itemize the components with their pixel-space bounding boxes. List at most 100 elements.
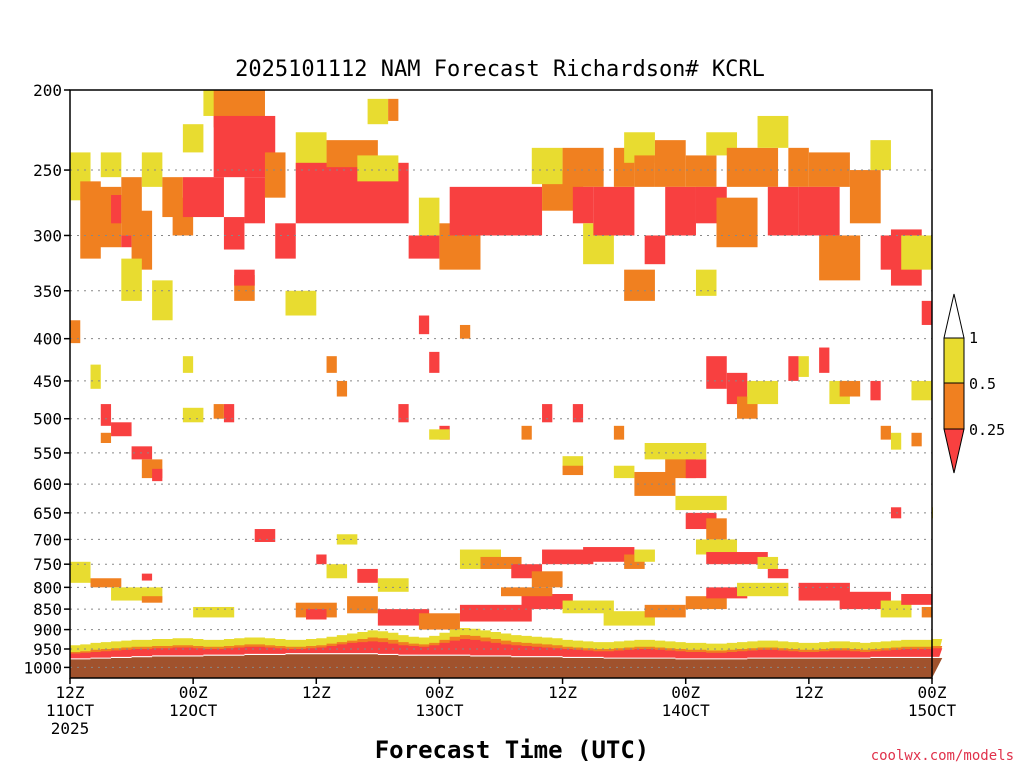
- heatmap-cell: [70, 320, 81, 344]
- heatmap-cell: [121, 258, 142, 301]
- heatmap-cell: [685, 155, 717, 187]
- legend-swatch-025-05: [943, 382, 965, 430]
- heatmap-cell: [562, 456, 584, 469]
- y-tick-label: 650: [33, 504, 62, 523]
- y-tick-label: 200: [33, 81, 62, 100]
- heatmap-cell: [921, 606, 932, 618]
- heatmap-cell: [542, 404, 553, 423]
- y-tick-label: 250: [33, 161, 62, 180]
- y-tick-label: 450: [33, 372, 62, 391]
- heatmap-cell: [542, 549, 594, 565]
- credit-text: coolwx.com/models: [871, 748, 1014, 764]
- heatmap-cell: [367, 98, 389, 125]
- heatmap-cell: [336, 534, 358, 545]
- heatmap-cell: [90, 364, 101, 389]
- heatmap-cell: [921, 300, 932, 325]
- heatmap-cell: [870, 140, 891, 171]
- y-tick-label: 600: [33, 475, 62, 494]
- heatmap-cell: [706, 356, 727, 389]
- heatmap-cell: [213, 404, 224, 419]
- heatmap-cell: [665, 186, 696, 236]
- legend-label: 0.5: [969, 375, 996, 393]
- color-legend: 1 0.5 0.25: [943, 293, 1005, 474]
- x-tick-label: 00Z: [179, 683, 208, 702]
- heatmap-cell: [418, 613, 460, 630]
- heatmap-cell: [531, 147, 563, 185]
- x-tick-label: 12Z: [302, 683, 331, 702]
- y-tick-label: 400: [33, 330, 62, 349]
- heatmap-cell: [131, 210, 153, 270]
- heatmap-cell: [644, 442, 707, 460]
- heatmap-cell: [182, 356, 194, 373]
- heatmap-cell: [223, 404, 235, 423]
- heatmap-cell: [316, 554, 327, 565]
- heatmap-cell: [901, 235, 932, 270]
- chart-title: 2025101112 NAM Forecast Richardson# KCRL: [235, 57, 765, 82]
- x-tick-label: 00Z: [425, 683, 454, 702]
- heatmap-cell: [141, 573, 153, 581]
- y-tick-label: 350: [33, 282, 62, 301]
- heatmap-cell: [695, 539, 738, 555]
- heatmap-cell: [100, 152, 122, 178]
- heatmap-cell: [459, 604, 532, 622]
- heatmap-cell: [501, 587, 553, 597]
- heatmap-cell: [613, 465, 635, 479]
- heatmap-cell: [408, 235, 440, 259]
- heatmap-cell: [603, 611, 655, 626]
- heatmap-cell: [706, 587, 748, 599]
- heatmap-cell: [788, 356, 799, 381]
- heatmap-cell: [377, 609, 430, 626]
- x-tick-label: 12Z: [548, 683, 577, 702]
- heatmap-cell: [182, 407, 204, 423]
- x-tick-label: 12Z: [794, 683, 823, 702]
- heatmap-cell: [531, 571, 563, 588]
- heatmap-cell: [234, 269, 255, 286]
- heatmap-cell: [398, 404, 409, 423]
- heatmap-cell: [357, 155, 399, 182]
- x-tick-label: 12OCT: [169, 701, 218, 720]
- y-tick-label: 800: [33, 578, 62, 597]
- y-tick-label: 700: [33, 530, 62, 549]
- plot-frame: [69, 89, 933, 679]
- heatmap-cell: [839, 591, 891, 610]
- heatmap-cell: [449, 186, 543, 236]
- heatmap-cell: [326, 356, 337, 373]
- y-tick-label: 500: [33, 410, 62, 429]
- heatmap-cell: [706, 552, 768, 565]
- heatmap-cell: [100, 404, 112, 426]
- y-tick-label: 550: [33, 444, 62, 463]
- heatmap-cell: [429, 429, 450, 440]
- heatmap-cell: [644, 604, 686, 618]
- heatmap-cell: [798, 356, 809, 377]
- y-tick-label: 750: [33, 555, 62, 574]
- heatmap-cell: [890, 432, 902, 450]
- heatmap-cell: [459, 324, 471, 339]
- heatmap-cell: [223, 217, 245, 250]
- heatmap-cell: [562, 147, 604, 187]
- heatmap-cell: [634, 155, 655, 187]
- y-tick-label: 300: [33, 226, 62, 245]
- heatmap-cell: [141, 596, 163, 603]
- heatmap-cell: [100, 432, 112, 443]
- heatmap-cell: [70, 561, 91, 583]
- heatmap-cell: [182, 177, 224, 218]
- legend-arrow-top: [943, 293, 965, 339]
- heatmap-cell: [798, 186, 840, 236]
- boundary-layer: [70, 627, 943, 678]
- heatmap-cell: [880, 425, 891, 440]
- heatmap-cell: [244, 177, 265, 224]
- x-tick-label: 00Z: [918, 683, 947, 702]
- heatmap-cell: [819, 235, 861, 281]
- heatmap-cell: [726, 147, 779, 187]
- heatmap-cell: [593, 186, 635, 236]
- heatmap-cell: [418, 197, 440, 236]
- heatmap-cell: [562, 465, 584, 476]
- x-tick-label: 14OCT: [662, 701, 711, 720]
- heatmap-cell: [716, 197, 758, 248]
- heatmap-cell: [480, 556, 522, 569]
- heatmap-cell: [675, 495, 727, 511]
- heatmap-cell: [757, 556, 779, 569]
- heatmap-cell: [264, 152, 286, 198]
- heatmap-cell: [737, 582, 789, 597]
- heatmap-cell: [757, 115, 789, 148]
